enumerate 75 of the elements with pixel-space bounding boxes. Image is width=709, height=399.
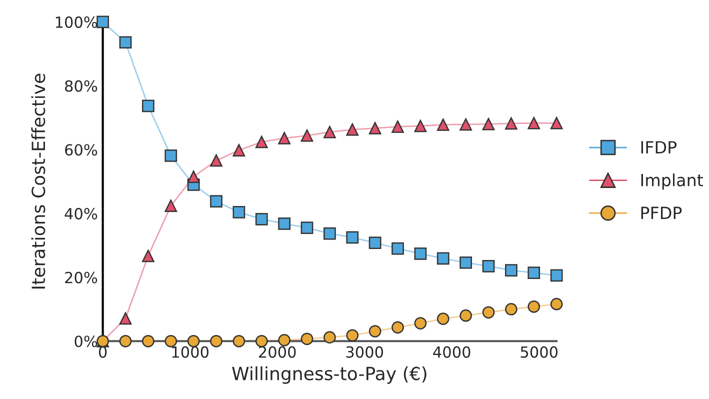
point <box>550 298 563 310</box>
point <box>414 317 427 330</box>
point <box>119 36 132 49</box>
point <box>142 100 154 112</box>
y-tick-label: 60% <box>65 144 98 156</box>
point <box>278 218 290 230</box>
point <box>324 126 336 138</box>
point <box>164 334 178 348</box>
x-tick-label: 4000 <box>433 346 470 358</box>
x-tick-label: 3000 <box>346 346 384 358</box>
y-axis-title: Iterations Cost-Effective <box>31 74 46 288</box>
point <box>300 222 314 234</box>
y-tick-label: 80% <box>65 80 98 92</box>
point <box>346 123 359 136</box>
x-tick-label: 0 <box>98 346 107 358</box>
point <box>142 250 154 262</box>
y-tick-label: 0% <box>74 336 98 348</box>
point <box>255 136 268 148</box>
point <box>460 118 472 131</box>
point <box>278 334 290 346</box>
point <box>346 231 359 244</box>
point <box>460 309 472 322</box>
point <box>210 334 222 348</box>
point <box>482 260 495 272</box>
point <box>324 331 336 344</box>
x-axis-title: Willingness-to-Pay (€) <box>232 366 426 384</box>
point <box>392 321 404 334</box>
point <box>368 325 382 338</box>
point <box>550 116 563 130</box>
point <box>232 144 246 156</box>
point <box>505 117 518 130</box>
point <box>255 213 268 226</box>
point <box>392 242 404 255</box>
point <box>528 266 540 280</box>
y-tick-label: 20% <box>65 272 98 284</box>
point <box>436 312 450 325</box>
point <box>232 206 246 218</box>
y-tick-label: 40% <box>64 208 98 220</box>
point <box>528 300 540 313</box>
point <box>368 236 382 250</box>
point <box>414 248 427 260</box>
point <box>346 329 359 342</box>
point <box>278 132 290 144</box>
point <box>164 150 178 162</box>
point <box>210 195 222 208</box>
point <box>119 334 132 348</box>
point <box>482 118 495 130</box>
point <box>436 118 450 131</box>
point <box>300 129 314 142</box>
point <box>482 306 495 319</box>
point <box>436 252 450 265</box>
x-tick-label: 5000 <box>520 346 558 358</box>
point <box>187 170 200 183</box>
x-tick-label: 1000 <box>172 346 208 358</box>
point <box>142 334 154 348</box>
legend-label: Implant <box>641 173 703 190</box>
point <box>232 334 246 348</box>
point <box>414 120 427 132</box>
point <box>164 200 178 212</box>
point <box>550 269 563 282</box>
point <box>392 120 404 133</box>
point <box>255 334 268 348</box>
point <box>505 264 518 276</box>
legend-label: IFDP <box>641 141 677 154</box>
legend-label: PFDP <box>641 206 682 219</box>
point <box>300 332 314 346</box>
point <box>324 227 336 240</box>
point <box>505 303 518 316</box>
point <box>96 16 109 28</box>
point <box>528 116 540 130</box>
point <box>368 122 382 134</box>
point <box>460 256 472 269</box>
point <box>210 154 222 167</box>
x-tick-label: 2000 <box>259 346 296 358</box>
point <box>119 312 132 325</box>
